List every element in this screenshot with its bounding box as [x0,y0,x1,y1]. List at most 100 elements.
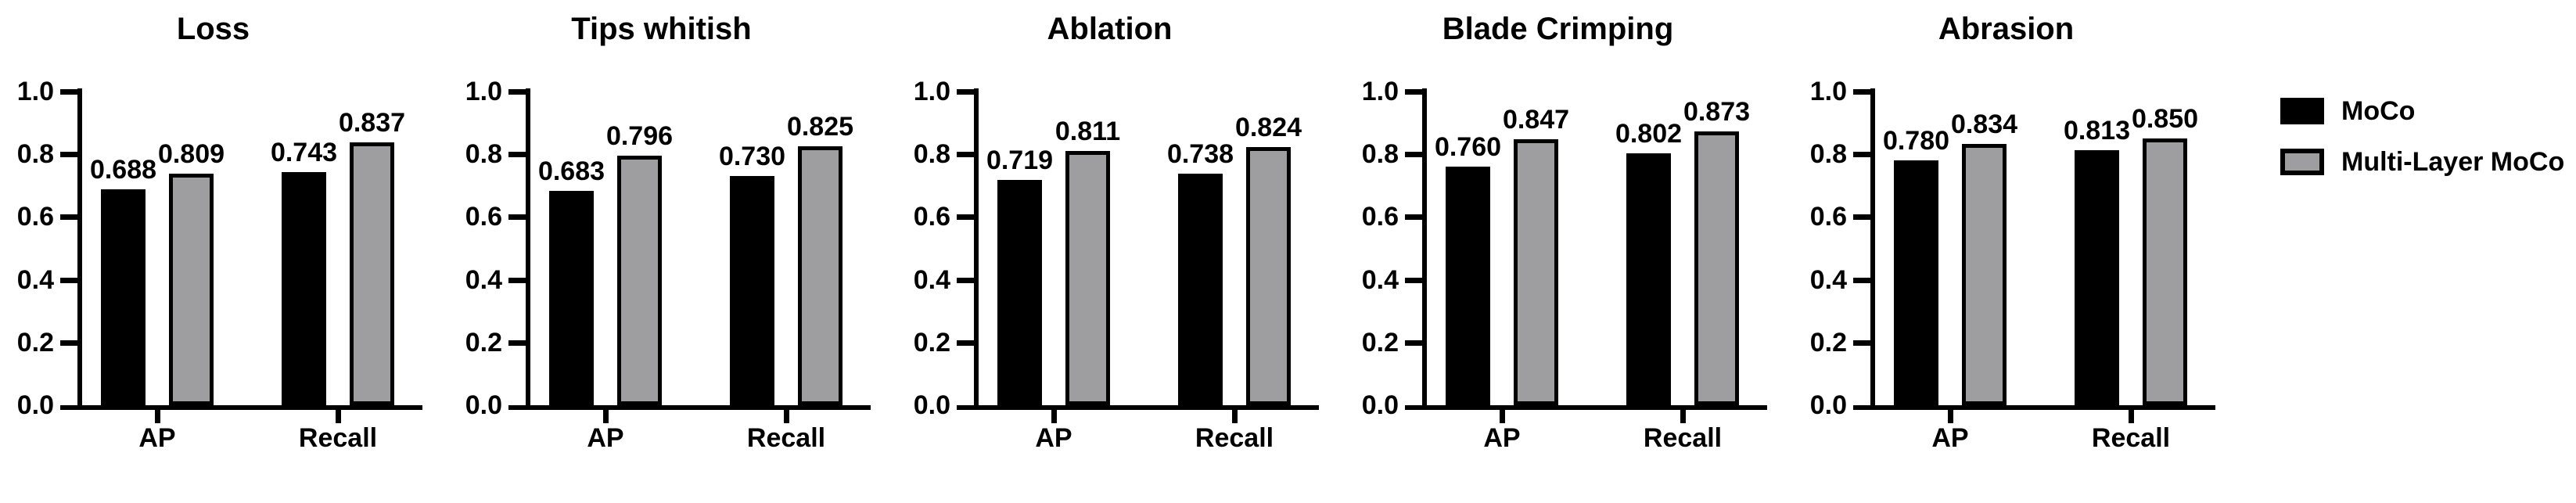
bar-multi-layer-moco-recall [1694,131,1739,405]
bar-multi-layer-moco-ap [1962,144,2007,405]
y-axis-line [1422,88,1427,410]
bar-value-label: 0.683 [537,156,605,186]
bar-value-label: 0.837 [338,108,406,138]
bar-value-label: 0.688 [89,155,157,185]
y-tick-label: 0.2 [913,328,950,357]
x-axis-line [1405,405,1767,410]
y-tick-label: 0.6 [913,202,950,232]
y-axis-tick [957,340,974,346]
x-axis-tick [1500,410,1505,423]
y-tick-label: 0.2 [1361,328,1399,357]
y-tick-label: 0.4 [1361,265,1399,295]
bar-value-label: 0.834 [1950,110,2018,139]
bar-value-label: 0.730 [718,142,786,171]
bar-multi-layer-moco-recall [350,142,394,405]
y-axis-tick [1853,278,1870,283]
y-tick-label: 0.4 [16,265,54,295]
x-axis-tick [1051,410,1057,423]
y-tick-label: 0.0 [913,390,950,420]
bar-value-label: 0.811 [1054,117,1121,146]
chart-title: Abrasion [1938,12,2075,46]
bar-multi-layer-moco-ap [1514,139,1558,405]
bar-moco-ap [1446,167,1490,405]
y-axis-tick [957,214,974,220]
bar-multi-layer-moco-ap [617,156,662,405]
chart-ablation: Ablation 1.0 0.8 0.6 0.4 0.2 0.0 AP Recall 0.719 0… [896,0,1345,503]
bar-moco-recall [730,176,774,405]
bar-moco-recall [282,172,326,405]
x-axis-tick [1948,410,1953,423]
x-axis-tick [155,410,160,423]
x-axis-tick [2129,410,2134,423]
y-tick-label: 1.0 [1361,77,1399,106]
category-label-recall: Recall [298,423,378,453]
bar-value-label: 0.847 [1502,105,1570,135]
chart-loss: Loss 1.0 0.8 0.6 0.4 0.2 0.0 AP Recall 0.688 0.743… [0,0,448,503]
category-label-ap: AP [1931,423,1969,453]
y-tick-label: 0.2 [1809,328,1847,357]
bar-moco-recall [1178,174,1223,405]
category-label-ap: AP [138,423,176,453]
bar-moco-ap [997,180,1042,405]
x-axis-line [508,405,871,410]
x-axis-tick [336,410,341,423]
y-axis-tick [1405,152,1422,157]
category-label-recall: Recall [746,423,826,453]
y-axis-tick [1853,89,1870,95]
bar-value-label: 0.760 [1434,132,1502,162]
y-axis-tick [60,278,77,283]
y-tick-label: 0.8 [1809,139,1847,169]
legend: MoCo Multi-Layer MoCo [2241,0,2576,503]
bar-value-label: 0.796 [605,121,674,151]
y-axis-line [974,88,979,410]
bar-value-label: 0.802 [1615,119,1683,149]
x-axis-tick [603,410,609,423]
y-axis-tick [508,89,526,95]
chart-title: Tips whitish [571,12,752,46]
bar-moco-ap [549,191,594,405]
legend-label-moco: MoCo [2341,96,2416,126]
category-label-recall: Recall [2091,423,2171,453]
chart-tips-whitish: Tips whitish 1.0 0.8 0.6 0.4 0.2 0.0 AP Recall 0.… [448,0,896,503]
y-axis-tick [1405,214,1422,220]
moco-swatch-icon [2280,98,2324,124]
bar-value-label: 0.743 [270,138,338,167]
y-axis-tick [508,152,526,157]
x-axis-tick [1680,410,1686,423]
category-label-ap: AP [1035,423,1072,453]
bar-value-label: 0.873 [1683,97,1751,127]
y-tick-label: 0.0 [16,390,54,420]
y-tick-label: 0.0 [465,390,502,420]
y-axis-tick [60,340,77,346]
bar-value-label: 0.813 [2063,116,2131,146]
x-axis-tick [784,410,789,423]
y-tick-label: 0.4 [913,265,950,295]
y-tick-label: 0.6 [1809,202,1847,232]
y-tick-label: 0.4 [1809,265,1847,295]
y-tick-label: 0.6 [465,202,502,232]
bar-value-label: 0.850 [2131,104,2199,134]
chart-title: Ablation [1047,12,1173,46]
multi-layer-moco-swatch-icon [2280,149,2324,175]
bar-moco-recall [1626,153,1671,405]
y-axis-tick [957,152,974,157]
y-tick-label: 1.0 [1809,77,1847,106]
y-axis-tick [60,152,77,157]
chart-blade-crimping: Blade Crimping 1.0 0.8 0.6 0.4 0.2 0.0 AP Recall… [1345,0,1793,503]
y-axis-tick [957,89,974,95]
y-tick-label: 1.0 [465,77,502,106]
bar-moco-recall [2075,150,2119,405]
y-tick-label: 0.8 [1361,139,1399,169]
chart-abrasion: Abrasion 1.0 0.8 0.6 0.4 0.2 0.0 AP Recall 0.780 0… [1793,0,2241,503]
bar-multi-layer-moco-ap [169,174,214,405]
y-axis-tick [1853,152,1870,157]
y-tick-label: 0.0 [1361,390,1399,420]
legend-label-multi-layer-moco: Multi-Layer MoCo [2341,147,2565,177]
y-axis-tick [508,340,526,346]
bar-value-label: 0.719 [986,146,1054,175]
y-tick-label: 0.6 [16,202,54,232]
category-label-recall: Recall [1195,423,1274,453]
x-axis-line [60,405,422,410]
y-tick-label: 0.8 [465,139,502,169]
